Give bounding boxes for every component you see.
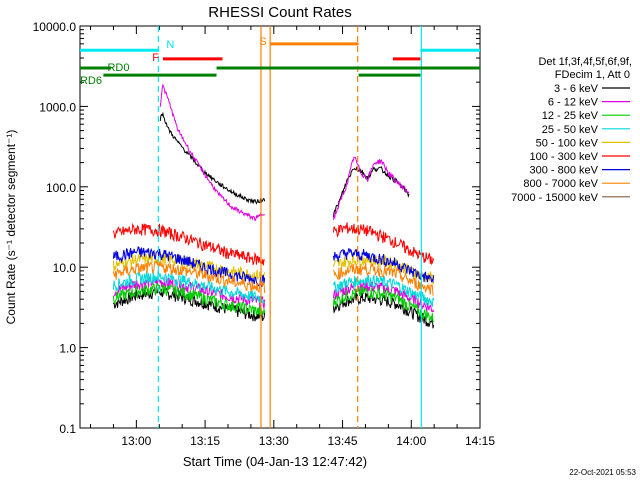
- state-bar-label-rd0: RD0: [107, 62, 129, 74]
- state-bar-label-rd6: RD6: [80, 75, 102, 87]
- legend-entry-label: 25 - 50 keV: [542, 124, 599, 136]
- legend-entry-label: 300 - 800 keV: [530, 165, 599, 177]
- legend-entry-label: 3 - 6 keV: [554, 83, 599, 95]
- x-tick-label: 14:00: [396, 434, 426, 448]
- series-trace-100-300keV-seg1: [112, 222, 265, 266]
- legend-entry-label: 100 - 300 keV: [530, 151, 599, 163]
- state-bar-label-f: F: [152, 52, 159, 64]
- series-trace-3-6keV-seg1: [112, 286, 266, 322]
- legend-entry-label: 12 - 25 keV: [542, 110, 599, 122]
- series-trace-6-12keV-seg1: [112, 275, 266, 311]
- x-tick-label: 13:45: [328, 434, 358, 448]
- series-trace-800-7000keV-seg2: [332, 263, 434, 296]
- legend-entry-label: 50 - 100 keV: [536, 137, 599, 149]
- series-trace-300-800keV-seg1: [112, 246, 266, 288]
- series-trace-6-12keV-flare1: [159, 83, 265, 222]
- state-bar-label-s: S: [259, 36, 266, 48]
- legend-entry-label: 6 - 12 keV: [548, 97, 599, 109]
- y-tick-label: 10.0: [53, 261, 77, 275]
- y-tick-label: 1.0: [59, 342, 76, 356]
- legend-header-line-2: FDecim 1, Att 0: [555, 69, 630, 81]
- x-axis-label: Start Time (04-Jan-13 12:47:42): [183, 454, 367, 469]
- footer-timestamp: 22-Oct-2021 05:53: [569, 468, 636, 477]
- series-trace-3-6keV-flare1: [159, 111, 266, 205]
- series-trace-6-12keV-flare2: [332, 156, 410, 220]
- series-layer: [112, 83, 435, 329]
- legend-entry-label: 7000 - 15000 keV: [511, 192, 599, 204]
- legend-entry-label: 800 - 7000 keV: [523, 178, 598, 190]
- axes-group: 0.1 1.0 10.0 100.0 1000.0 10000.0 13:00 13:15 13…: [33, 20, 496, 448]
- series-trace-12-25keV-seg1: [112, 282, 266, 316]
- series-trace-25-50keV-seg1: [112, 270, 266, 304]
- x-tick-label: 14:15: [465, 434, 495, 448]
- chart-title: RHESSI Count Rates: [208, 4, 351, 21]
- series-trace-100-300keV-seg2: [332, 222, 435, 266]
- y-tick-label: 100.0: [46, 181, 76, 195]
- x-tick-label: 13:00: [121, 434, 151, 448]
- plot-frame: [79, 25, 481, 429]
- legend-header-line-1: Det 1f,3f,4f,5f,6f,9f,: [538, 56, 632, 68]
- y-axis-label: Count Rate (s⁻¹ detector segment⁻¹): [4, 130, 18, 325]
- overlay-layer: NF S RD0 RD6: [80, 26, 480, 428]
- state-bar-label-n: N: [166, 39, 174, 51]
- y-tick-label: 10000.0: [33, 20, 77, 34]
- series-trace-12-25keV-seg2: [332, 286, 435, 324]
- legend: Det 1f,3f,4f,5f,6f,9f, FDecim 1, Att 0 3…: [511, 56, 632, 204]
- x-tick-label: 13:30: [259, 434, 289, 448]
- series-trace-300-800keV-seg2: [332, 248, 435, 283]
- y-tick-label: 0.1: [59, 422, 76, 436]
- series-trace-3-6keV-seg2: [332, 291, 435, 329]
- x-tick-label: 13:15: [190, 434, 220, 448]
- series-trace-800-7000keV-seg1: [112, 259, 266, 294]
- y-tick-label: 1000.0: [39, 100, 76, 114]
